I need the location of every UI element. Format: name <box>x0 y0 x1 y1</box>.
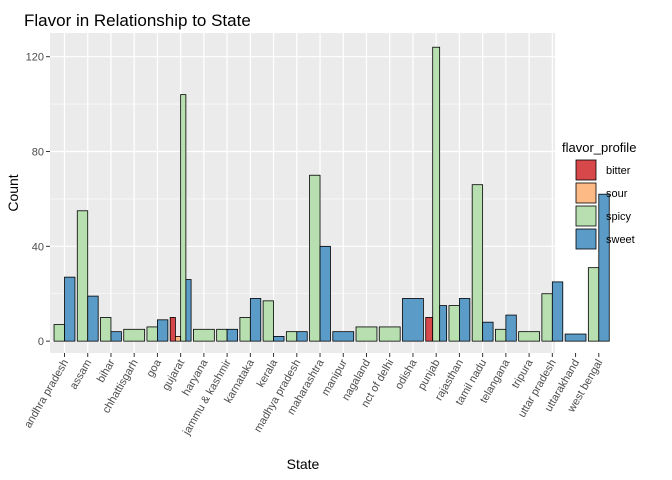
legend-label-bitter: bitter <box>606 165 631 177</box>
plot-title: Flavor in Relationship to State <box>24 11 251 30</box>
bar-sweet-jammu-kashmir <box>226 328 238 342</box>
bar-sweet-tamil-nadu <box>482 321 494 342</box>
bar-bitter-punjab <box>425 317 434 342</box>
legend-key-sweet <box>575 228 597 250</box>
bar-spicy-assam <box>76 210 89 342</box>
bar-bitter-gujarat <box>169 317 176 342</box>
legend-title: flavor_profile <box>562 140 636 155</box>
y-tick-label: 0 <box>38 336 44 348</box>
bar-sweet-andhra-pradesh <box>64 276 76 342</box>
bar-sweet-gujarat <box>185 279 192 342</box>
bar-spicy-madhya-pradesh <box>285 331 298 342</box>
y-axis-title: Count <box>5 174 21 211</box>
bar-spicy-nct-of-delhi <box>378 326 401 342</box>
bar-spicy-bihar <box>100 317 112 342</box>
bar-spicy-karnataka <box>239 317 251 342</box>
bar-spicy-haryana <box>193 328 215 342</box>
bar-sweet-manipur <box>332 331 355 342</box>
legend: flavor_profile bitter sour spicy sweet <box>562 140 636 250</box>
bar-sweet-madhya-pradesh <box>296 331 308 342</box>
y-axis: 0 40 80 120 <box>26 52 50 348</box>
x-tick-label: goa <box>144 357 164 380</box>
bar-sweet-kerala <box>273 336 285 342</box>
bar-sweet-assam <box>87 295 99 342</box>
x-tick-label: assam <box>68 358 95 392</box>
legend-label-sour: sour <box>606 188 628 200</box>
bar-sweet-punjab <box>439 305 448 342</box>
bar-sweet-rajasthan <box>459 298 471 342</box>
bar-spicy-tripura <box>518 331 540 342</box>
bars <box>53 46 610 342</box>
legend-key-spicy <box>575 205 597 227</box>
y-tick-label: 40 <box>32 241 44 253</box>
bar-spicy-telangana <box>495 328 507 342</box>
bar-spicy-tamil-nadu <box>471 184 484 342</box>
x-tick-label: andhra pradesh <box>22 358 71 431</box>
y-tick-label: 120 <box>26 52 44 64</box>
legend-key-sour <box>575 182 597 204</box>
legend-key-bitter <box>575 159 597 181</box>
legend-label-spicy: spicy <box>606 211 632 223</box>
bar-sweet-karnataka <box>249 298 262 342</box>
bar-spicy-jammu-kashmir <box>216 328 228 342</box>
legend-label-sweet: sweet <box>606 234 635 246</box>
bar-spicy-andhra-pradesh <box>53 324 65 342</box>
bar-spicy-west-bengal <box>587 267 600 342</box>
bar-spicy-maharashtra <box>309 174 321 342</box>
bar-spicy-rajasthan <box>448 305 460 342</box>
bar-spicy-uttar-pradesh <box>541 293 553 342</box>
bar-spicy-kerala <box>262 300 274 342</box>
bar-sweet-west-bengal <box>598 193 610 342</box>
bar-sweet-uttar-pradesh <box>551 281 564 342</box>
bar-spicy-nagaland <box>355 326 378 342</box>
bar-sweet-goa <box>157 319 169 342</box>
bar-sour-gujarat <box>175 336 182 342</box>
y-tick-label: 80 <box>32 147 44 159</box>
bar-spicy-gujarat <box>180 94 187 342</box>
bar-sweet-maharashtra <box>319 245 331 342</box>
bar-sweet-odisha <box>402 298 424 342</box>
bar-spicy-punjab <box>432 46 441 342</box>
bar-spicy-goa <box>146 326 158 342</box>
bar-spicy-chhattisgarh <box>123 328 146 342</box>
x-axis-title: State <box>287 456 320 472</box>
bar-sweet-bihar <box>110 331 122 342</box>
bar-sweet-uttarakhand <box>564 333 587 342</box>
bar-sweet-telangana <box>505 314 517 342</box>
x-tick-label: bihar <box>95 357 118 384</box>
